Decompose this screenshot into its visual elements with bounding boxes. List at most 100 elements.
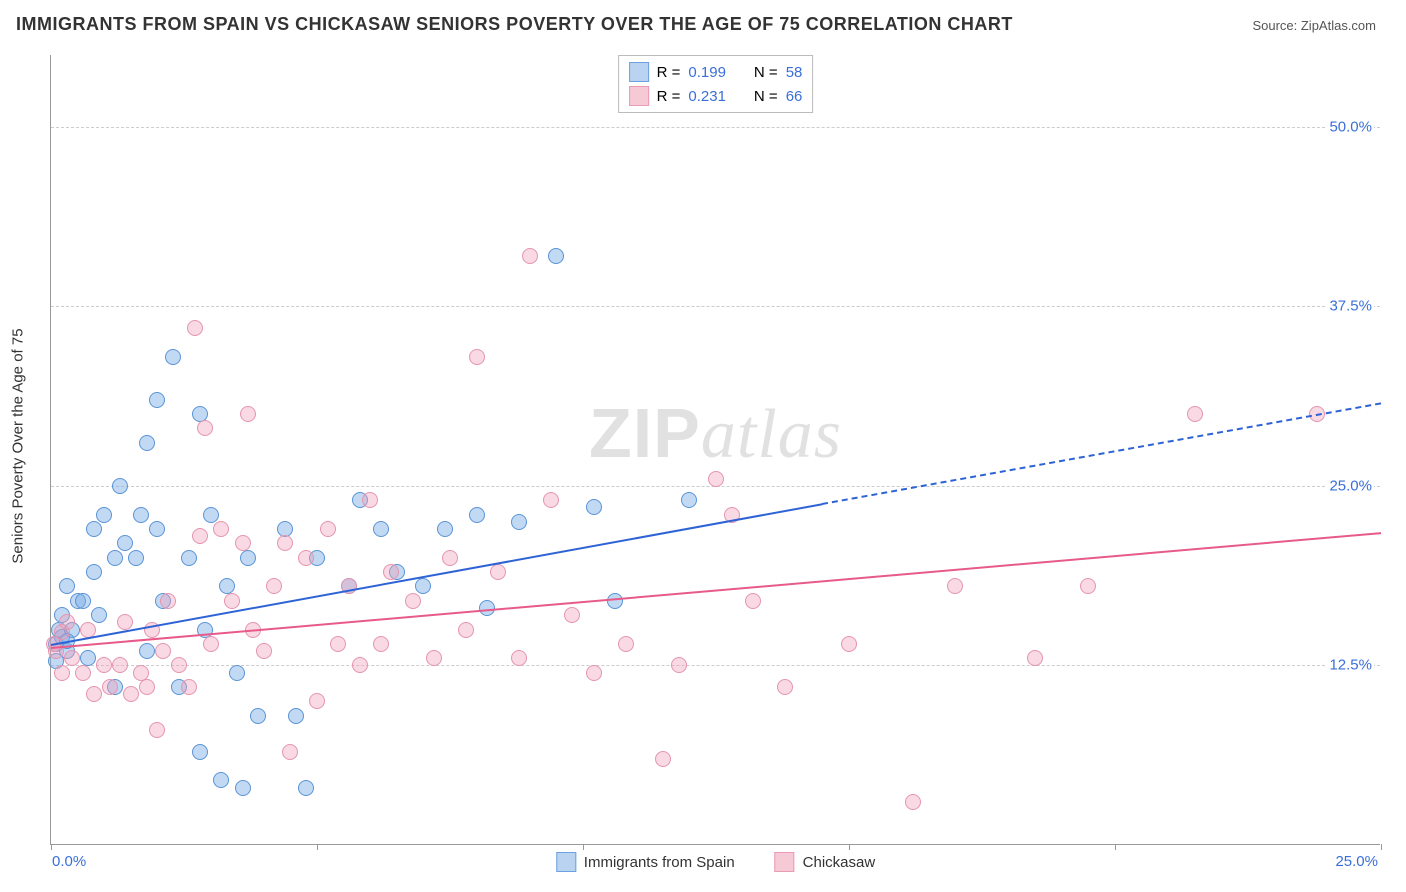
scatter-point-spain bbox=[437, 521, 453, 537]
scatter-point-chickasaw bbox=[543, 492, 559, 508]
trend-line bbox=[822, 403, 1381, 506]
scatter-point-chickasaw bbox=[256, 643, 272, 659]
scatter-point-spain bbox=[681, 492, 697, 508]
scatter-point-chickasaw bbox=[139, 679, 155, 695]
x-tick-label-max: 25.0% bbox=[1335, 853, 1378, 870]
scatter-point-spain bbox=[139, 643, 155, 659]
scatter-point-chickasaw bbox=[197, 420, 213, 436]
scatter-point-chickasaw bbox=[102, 679, 118, 695]
scatter-point-spain bbox=[149, 392, 165, 408]
scatter-point-spain bbox=[229, 665, 245, 681]
scatter-point-spain bbox=[373, 521, 389, 537]
scatter-point-chickasaw bbox=[213, 521, 229, 537]
correlation-legend: R = 0.199 N = 58 R = 0.231 N = 66 bbox=[618, 55, 814, 113]
scatter-point-chickasaw bbox=[240, 406, 256, 422]
r-value-chickasaw: 0.231 bbox=[688, 88, 726, 105]
scatter-point-spain bbox=[96, 507, 112, 523]
x-tick bbox=[317, 844, 318, 850]
scatter-point-chickasaw bbox=[1187, 406, 1203, 422]
scatter-point-chickasaw bbox=[149, 722, 165, 738]
scatter-point-chickasaw bbox=[54, 665, 70, 681]
watermark: ZIPatlas bbox=[589, 393, 842, 475]
chart-title: IMMIGRANTS FROM SPAIN VS CHICKASAW SENIO… bbox=[16, 14, 1013, 35]
scatter-point-chickasaw bbox=[64, 650, 80, 666]
scatter-point-chickasaw bbox=[458, 622, 474, 638]
scatter-point-chickasaw bbox=[86, 686, 102, 702]
y-tick-label: 12.5% bbox=[1327, 657, 1374, 674]
scatter-point-chickasaw bbox=[192, 528, 208, 544]
scatter-point-spain bbox=[240, 550, 256, 566]
scatter-point-chickasaw bbox=[1027, 650, 1043, 666]
scatter-point-spain bbox=[235, 780, 251, 796]
y-tick-label: 37.5% bbox=[1327, 298, 1374, 315]
scatter-point-chickasaw bbox=[203, 636, 219, 652]
x-tick bbox=[1115, 844, 1116, 850]
scatter-point-chickasaw bbox=[947, 578, 963, 594]
scatter-point-spain bbox=[213, 772, 229, 788]
gridline bbox=[51, 127, 1380, 128]
scatter-point-spain bbox=[75, 593, 91, 609]
legend-item-spain: Immigrants from Spain bbox=[556, 852, 735, 872]
scatter-point-chickasaw bbox=[282, 744, 298, 760]
scatter-point-spain bbox=[250, 708, 266, 724]
source-attribution: Source: ZipAtlas.com bbox=[1252, 18, 1376, 33]
legend-row-spain: R = 0.199 N = 58 bbox=[629, 60, 803, 84]
scatter-point-chickasaw bbox=[123, 686, 139, 702]
y-axis-title: Seniors Poverty Over the Age of 75 bbox=[10, 328, 27, 563]
scatter-point-chickasaw bbox=[671, 657, 687, 673]
scatter-point-chickasaw bbox=[320, 521, 336, 537]
scatter-point-chickasaw bbox=[59, 614, 75, 630]
x-tick bbox=[583, 844, 584, 850]
scatter-point-spain bbox=[511, 514, 527, 530]
scatter-point-chickasaw bbox=[187, 320, 203, 336]
scatter-point-spain bbox=[192, 744, 208, 760]
r-value-spain: 0.199 bbox=[688, 64, 726, 81]
scatter-point-spain bbox=[203, 507, 219, 523]
scatter-point-chickasaw bbox=[330, 636, 346, 652]
scatter-point-chickasaw bbox=[224, 593, 240, 609]
scatter-point-chickasaw bbox=[309, 693, 325, 709]
legend-swatch-chickasaw bbox=[629, 86, 649, 106]
scatter-point-spain bbox=[91, 607, 107, 623]
n-label: N = bbox=[754, 64, 778, 81]
scatter-point-spain bbox=[86, 564, 102, 580]
scatter-point-spain bbox=[607, 593, 623, 609]
x-tick bbox=[1381, 844, 1382, 850]
scatter-point-chickasaw bbox=[469, 349, 485, 365]
scatter-point-spain bbox=[298, 780, 314, 796]
scatter-point-chickasaw bbox=[117, 614, 133, 630]
scatter-point-spain bbox=[112, 478, 128, 494]
scatter-point-chickasaw bbox=[618, 636, 634, 652]
n-label: N = bbox=[754, 88, 778, 105]
scatter-point-chickasaw bbox=[298, 550, 314, 566]
scatter-plot-area: ZIPatlas R = 0.199 N = 58 R = 0.231 N = … bbox=[50, 55, 1380, 845]
scatter-point-chickasaw bbox=[511, 650, 527, 666]
scatter-point-chickasaw bbox=[352, 657, 368, 673]
scatter-point-chickasaw bbox=[1080, 578, 1096, 594]
scatter-point-chickasaw bbox=[235, 535, 251, 551]
scatter-point-chickasaw bbox=[426, 650, 442, 666]
legend-swatch-spain bbox=[629, 62, 649, 82]
scatter-point-chickasaw bbox=[362, 492, 378, 508]
scatter-point-spain bbox=[86, 521, 102, 537]
watermark-zip: ZIP bbox=[589, 394, 701, 472]
source-name: ZipAtlas.com bbox=[1301, 18, 1376, 33]
legend-row-chickasaw: R = 0.231 N = 66 bbox=[629, 84, 803, 108]
scatter-point-chickasaw bbox=[522, 248, 538, 264]
scatter-point-spain bbox=[469, 507, 485, 523]
x-tick-label-min: 0.0% bbox=[52, 853, 86, 870]
watermark-atlas: atlas bbox=[701, 396, 842, 473]
x-tick bbox=[849, 844, 850, 850]
scatter-point-chickasaw bbox=[383, 564, 399, 580]
scatter-point-spain bbox=[165, 349, 181, 365]
scatter-point-chickasaw bbox=[490, 564, 506, 580]
scatter-point-chickasaw bbox=[181, 679, 197, 695]
scatter-point-chickasaw bbox=[75, 665, 91, 681]
scatter-point-spain bbox=[139, 435, 155, 451]
n-value-spain: 58 bbox=[786, 64, 803, 81]
scatter-point-spain bbox=[548, 248, 564, 264]
scatter-point-spain bbox=[415, 578, 431, 594]
legend-swatch-chickasaw-b bbox=[775, 852, 795, 872]
scatter-point-chickasaw bbox=[96, 657, 112, 673]
scatter-point-chickasaw bbox=[586, 665, 602, 681]
